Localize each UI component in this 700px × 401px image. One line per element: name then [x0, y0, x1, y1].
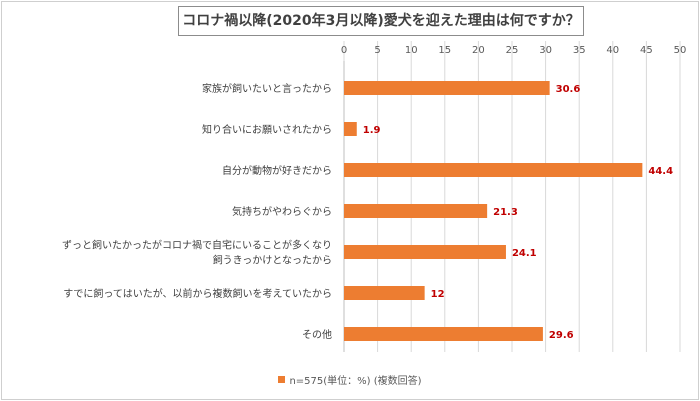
legend-label: n=575(単位：%) (複数回答) [289, 376, 422, 387]
category-label-4-1: 飼うきっかけとなったから [213, 254, 332, 267]
value-label-5: 12 [431, 289, 445, 300]
value-label-3: 21.3 [493, 207, 518, 218]
x-tick-label: 5 [374, 45, 380, 56]
bar-3 [344, 204, 488, 218]
category-label-1: 知り合いにお願いされたから [202, 123, 332, 136]
chart-title: コロナ禍以降(2020年3月以降)愛犬を迎えた理由は何ですか？ [178, 6, 584, 36]
category-label-6: その他 [302, 328, 332, 341]
x-tick-label: 15 [438, 45, 451, 56]
x-tick-label: 30 [539, 45, 552, 56]
category-labels: 家族が飼いたいと言ったから知り合いにお願いされたから自分が動物が好きだから気持ち… [62, 82, 332, 341]
value-label-1: 1.9 [363, 125, 381, 136]
value-labels: 30.6 1.9 44.4 21.3 24.1 12 29.6 [363, 84, 673, 341]
value-label-0: 30.6 [556, 84, 581, 95]
category-label-2: 自分が動物が好きだから [222, 164, 332, 177]
category-label-4-0: ずっと飼いたかったがコロナ禍で自宅にいることが多くなり [62, 239, 332, 252]
category-label-5: すでに飼ってはいたが、以前から複数飼いを考えていたから [63, 287, 332, 300]
x-tick-label: 45 [640, 45, 653, 56]
bar-1 [344, 122, 357, 136]
x-tick-label: 35 [573, 45, 586, 56]
category-label-3: 気持ちがやわらぐから [232, 205, 332, 218]
legend-swatch [278, 376, 286, 383]
bar-2 [344, 163, 643, 177]
x-tick-label: 10 [405, 45, 418, 56]
bar-5 [344, 286, 425, 300]
x-tick-label: 40 [606, 45, 619, 56]
x-tick-label: 0 [341, 45, 347, 56]
value-label-2: 44.4 [648, 166, 673, 177]
bar-0 [344, 81, 550, 95]
value-label-4: 24.1 [512, 248, 537, 259]
x-tick-label: 50 [674, 45, 687, 56]
category-label-0: 家族が飼いたいと言ったから [202, 82, 332, 95]
legend: n=575(単位：%) (複数回答) [0, 372, 700, 387]
x-tick-label: 25 [506, 45, 519, 56]
x-axis-ticks: 0 5 10 15 20 25 30 35 40 45 50 [341, 45, 687, 56]
bar-4 [344, 245, 506, 259]
bars [344, 81, 643, 341]
value-label-6: 29.6 [549, 330, 574, 341]
x-tick-label: 20 [472, 45, 485, 56]
bar-6 [344, 327, 543, 341]
